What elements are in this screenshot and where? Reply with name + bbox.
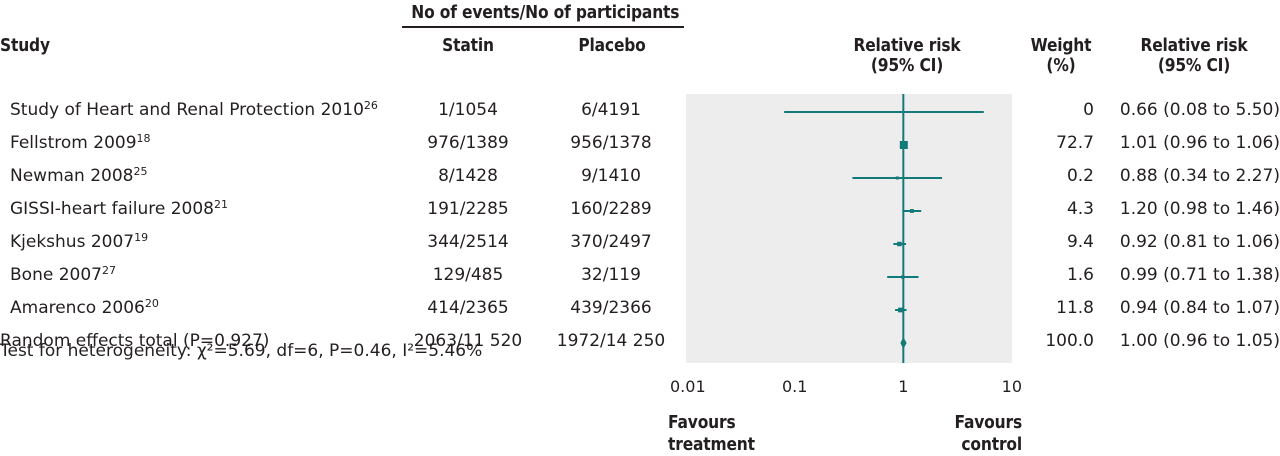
favours-treatment-line1: Favours — [668, 412, 736, 433]
point-estimate-marker — [901, 275, 905, 279]
reference-number: 25 — [133, 165, 148, 178]
reference-number: 18 — [136, 132, 151, 145]
placebo-events: 6/4191 — [581, 100, 641, 120]
weight-value: 100.0 — [1045, 331, 1094, 351]
study-name: Newman 200825 — [10, 166, 148, 186]
statin-events: 1/1054 — [438, 100, 498, 120]
point-estimate-marker — [897, 241, 902, 247]
weight-value: 9.4 — [1066, 232, 1094, 252]
weight-header-line1: Weight — [1030, 35, 1092, 56]
placebo-events: 370/2497 — [570, 232, 652, 252]
study-name-text: Amarenco 2006 — [10, 298, 145, 318]
statin-events: 8/1428 — [438, 166, 498, 186]
statin-events: 129/485 — [432, 265, 504, 285]
placebo-events: 9/1410 — [581, 166, 641, 186]
rr-ci-text: 0.66 (0.08 to 5.50) — [1119, 100, 1280, 120]
study-name-text: Fellstrom 2009 — [10, 133, 137, 153]
weight-value: 4.3 — [1066, 199, 1094, 219]
study-name: GISSI-heart failure 200821 — [10, 199, 228, 219]
point-estimate-marker — [899, 141, 908, 149]
rr-ci-text: 1.20 (0.98 to 1.46) — [1119, 199, 1280, 219]
study-name-text: GISSI-heart failure 2008 — [10, 199, 214, 219]
weight-value: 0.2 — [1066, 166, 1094, 186]
reference-number: 19 — [134, 231, 149, 244]
study-name: Kjekshus 200719 — [10, 232, 148, 252]
reference-number: 21 — [214, 198, 228, 211]
point-estimate-marker — [910, 209, 914, 213]
reference-number: 27 — [101, 264, 116, 277]
statin-events: 976/1389 — [427, 133, 509, 153]
study-name: Study of Heart and Renal Protection 2010… — [10, 100, 378, 120]
total-diamond — [900, 337, 907, 349]
study-name: Bone 200727 — [10, 265, 116, 285]
events-group-rule — [402, 26, 684, 28]
placebo-events: 160/2289 — [570, 199, 652, 219]
rr-ci-text: 1.00 (0.96 to 1.05) — [1119, 331, 1280, 351]
statin-events: 344/2514 — [427, 232, 509, 252]
favours-treatment-line2: treatment — [668, 434, 755, 455]
favours-control-line1: Favours — [954, 412, 1022, 433]
study-name: Amarenco 200620 — [10, 298, 159, 318]
point-estimate-marker — [895, 176, 899, 180]
reference-number: 20 — [144, 297, 159, 310]
statin-events: 2063/11 520 — [413, 331, 523, 351]
study-name-text: Study of Heart and Renal Protection 2010 — [10, 100, 364, 120]
rr-plot-header-line1: Relative risk — [853, 35, 961, 56]
weight-header-line2: (%) — [1046, 55, 1076, 76]
statin-events: 191/2285 — [427, 199, 509, 219]
events-group-header: No of events/No of participants — [411, 2, 680, 23]
study-name-text: Kjekshus 2007 — [10, 232, 135, 252]
x-tick-label: 0.1 — [782, 377, 807, 396]
weight-value: 1.6 — [1066, 265, 1094, 285]
rr-ci-text: 0.99 (0.71 to 1.38) — [1119, 265, 1280, 285]
rr-ci-text: 1.01 (0.96 to 1.06) — [1119, 133, 1280, 153]
study-name-text: Bone 2007 — [10, 265, 102, 285]
rr-plot-header-line2: (95% CI) — [870, 55, 944, 76]
placebo-events: 956/1378 — [570, 133, 652, 153]
weight-value: 72.7 — [1056, 133, 1094, 153]
study-column-header: Study — [0, 35, 50, 56]
point-estimate-marker — [898, 307, 903, 313]
rr-text-header-line2: (95% CI) — [1157, 55, 1231, 76]
plot-background — [686, 94, 1012, 363]
statin-events: 414/2365 — [427, 298, 509, 318]
rr-ci-text: 0.88 (0.34 to 2.27) — [1119, 166, 1280, 186]
study-name-text: Random effects total (P=0.927) — [0, 331, 270, 351]
favours-treatment-label: Favours treatment — [668, 412, 755, 456]
total-row-name: Random effects total (P=0.927) — [0, 331, 269, 351]
placebo-events: 439/2366 — [570, 298, 652, 318]
point-estimate-marker — [882, 111, 885, 113]
weight-value: 0 — [1083, 100, 1094, 120]
rr-ci-text: 0.92 (0.81 to 1.06) — [1119, 232, 1280, 252]
favours-control-label: Favours control — [917, 412, 1022, 456]
x-tick-label: 1 — [898, 377, 908, 396]
study-name-text: Newman 2008 — [10, 166, 134, 186]
reference-number: 26 — [363, 99, 378, 112]
placebo-events: 32/119 — [581, 265, 641, 285]
rr-ci-text: 0.94 (0.84 to 1.07) — [1119, 298, 1280, 318]
placebo-column-header: Placebo — [578, 35, 646, 56]
rr-text-header-line1: Relative risk — [1140, 35, 1248, 56]
weight-value: 11.8 — [1056, 298, 1094, 318]
study-name: Fellstrom 200918 — [10, 133, 151, 153]
x-tick-label: 10 — [1002, 377, 1022, 396]
x-tick-label: 0.01 — [670, 377, 706, 396]
favours-control-line2: control — [961, 434, 1022, 455]
placebo-events: 1972/14 250 — [556, 331, 666, 351]
heterogeneity-text: Test for heterogeneity: χ²=5.69, df=6, P… — [0, 341, 483, 361]
statin-column-header: Statin — [442, 35, 494, 56]
